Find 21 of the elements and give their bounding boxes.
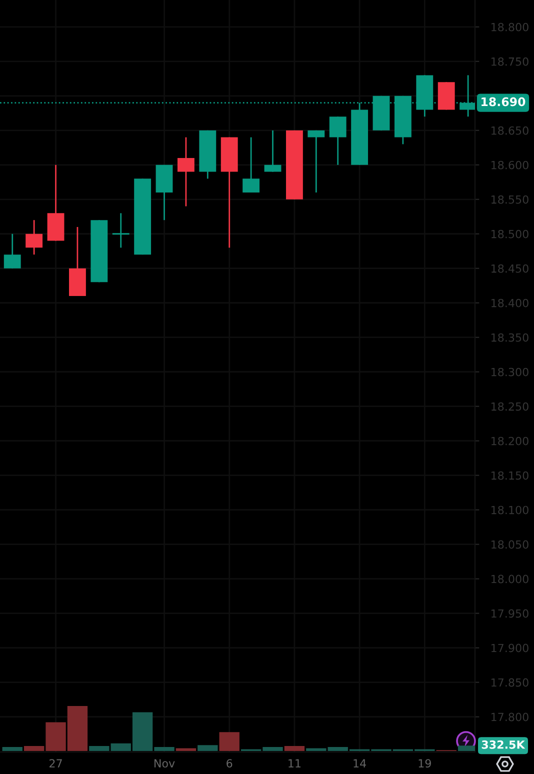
x-tick-label: 6 bbox=[226, 759, 232, 768]
candlestick bbox=[308, 130, 325, 194]
candlestick bbox=[242, 136, 260, 194]
candlestick bbox=[26, 219, 43, 256]
candlestick bbox=[264, 130, 282, 172]
text: 332.5K bbox=[482, 740, 526, 749]
candlestick bbox=[178, 136, 194, 207]
ref-line-label: 18.690 bbox=[482, 97, 526, 106]
x-tick-label: 19 bbox=[418, 759, 431, 768]
candlestick bbox=[4, 233, 21, 270]
bar bbox=[219, 732, 240, 751]
x-tick-label: Nov bbox=[154, 759, 175, 768]
x-tick-label: 11 bbox=[288, 759, 301, 768]
x-tick-label: 14 bbox=[354, 759, 366, 768]
bar bbox=[176, 748, 196, 751]
candlestick bbox=[112, 212, 130, 248]
x-tick-label: 27 bbox=[50, 759, 62, 768]
bar bbox=[198, 745, 218, 751]
bar bbox=[2, 746, 22, 751]
bar bbox=[284, 746, 305, 751]
candlestick bbox=[329, 116, 346, 166]
